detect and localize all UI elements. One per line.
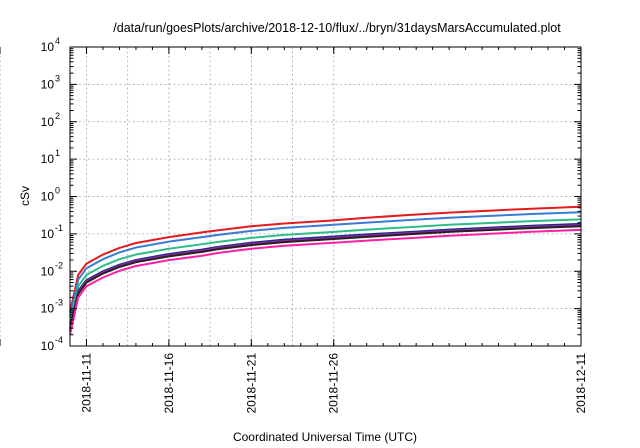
y-tick-label: 10 [41,227,55,241]
y-tick-exponent: 0 [55,186,60,196]
y-tick-exponent: -4 [55,335,63,345]
x-axis-label: Coordinated Universal Time (UTC) [233,430,417,444]
x-tick-label: 2018-11-16 [162,353,176,414]
y-tick-exponent: 1 [55,148,60,158]
y-tick-exponent: -2 [55,260,63,270]
y-tick-exponent: -1 [55,223,63,233]
y-tick-exponent: 4 [55,36,60,46]
x-tick-label: 2018-12-11 [574,353,588,414]
y-tick-label: 10 [41,264,55,278]
y-tick-label: 10 [41,115,55,129]
y-tick-label: 10 [41,40,55,54]
tick-layer [0,46,582,347]
series-line-1 [69,205,582,313]
series-line-7 [69,228,582,335]
x-tick-labels: 2018-11-11 2018-11-16 2018-11-21 2018-11-26… [0,0,588,414]
y-tick-exponent: 2 [55,111,60,121]
series-layer [69,205,582,335]
x-tick-label: 2018-11-26 [327,353,341,414]
x-tick-label: 2018-11-11 [79,353,93,413]
y-tick-label: 10 [41,339,55,353]
x-tick-label: 2018-11-21 [244,353,258,414]
y-tick-label: 10 [41,302,55,316]
series-line-6 [69,225,582,332]
y-tick-label: 10 [41,190,55,204]
y-tick-label: 10 [41,77,55,91]
y-tick-exponent: 3 [55,73,60,83]
series-line-3 [69,218,582,324]
y-axis-label: cSv [18,186,32,206]
chart-title: /data/run/goesPlots/archive/2018-12-10/f… [113,21,561,35]
series-line-4 [69,222,582,329]
y-tick-exponent: -3 [55,298,63,308]
series-line-2 [69,211,582,318]
grid-layer [0,47,582,346]
y-tick-label: 10 [41,152,55,166]
